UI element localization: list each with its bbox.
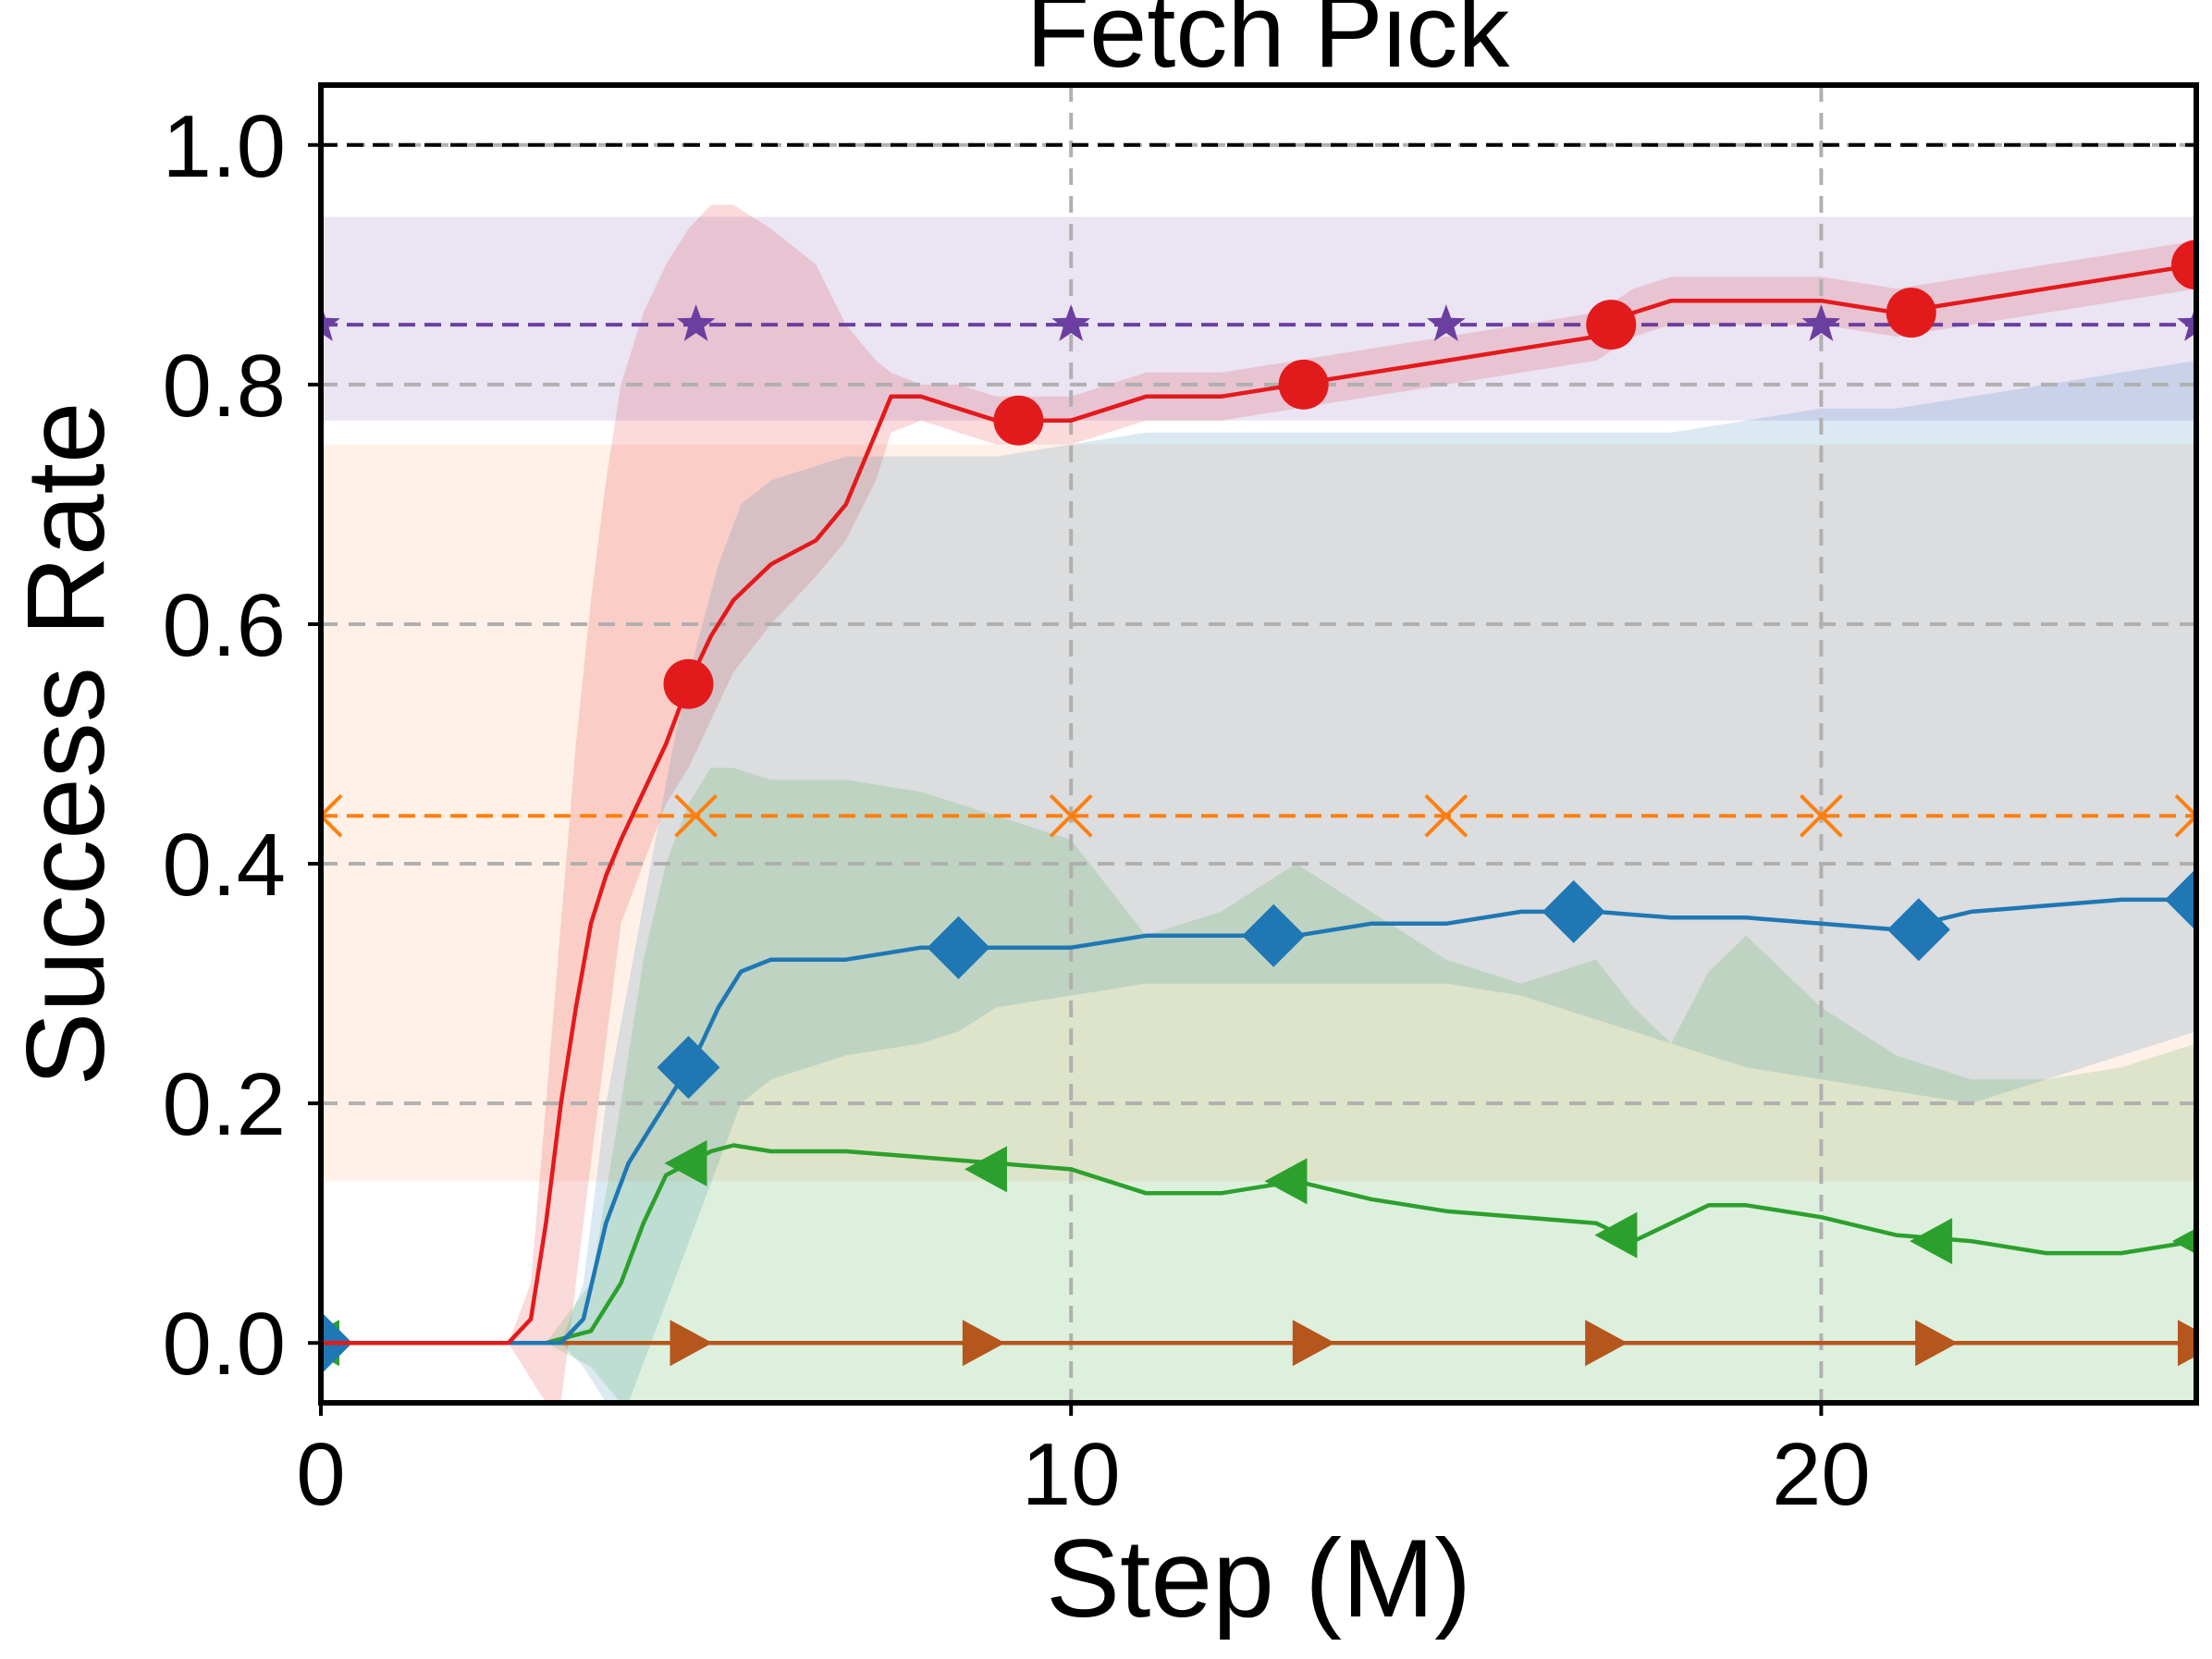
baseline-1-marker-1-b [674,793,719,838]
series-0-marker-2 [1278,359,1329,410]
series-2-marker-5 [1910,1218,1953,1265]
baseline-0-marker-5 [2177,304,2196,341]
series-0-marker-3 [1586,300,1637,350]
series-3-marker-6 [2178,1320,2196,1367]
series-3-marker-1 [670,1320,713,1367]
series-0-line [321,263,2196,1346]
baseline-1-marker-2 [1049,793,1093,838]
x-tick-label-0: 0 [296,1425,345,1524]
baseline-1-marker-0-b [321,793,343,819]
baseline-0-marker-3 [1426,304,1466,341]
series-0-marker-4 [1886,288,1936,338]
baseline-band-0 [321,216,2196,421]
baseline-1-marker-4 [1799,793,1843,838]
y-tick-label-3: 0.6 [163,576,286,675]
x-tick-label-1: 10 [1022,1425,1121,1524]
series-1-marker-4 [1542,879,1605,943]
baseline-1-marker-1 [674,793,719,838]
baseline-1-marker-0 [321,793,343,838]
baseline-0-marker-0 [321,304,340,341]
series-0-band [321,204,2196,1403]
series-2-band [321,768,2196,1403]
series-1-marker-1 [657,1036,720,1100]
baseline-0-marker-4 [1801,304,1841,341]
series-1-marker-2 [927,916,990,979]
baseline-1-marker-5 [2174,793,2196,838]
series-3-marker-4 [1585,1320,1628,1367]
baseline-1-marker-4-b [1799,793,1843,838]
series-3-marker-5 [1915,1320,1959,1367]
series-1-marker-3 [1242,903,1306,967]
baseline-1-marker-0-a [321,813,343,838]
x-axis-title: Step (M) [1046,1517,1471,1641]
baseline-1-marker-2-b [1049,793,1093,838]
series-1-line [321,897,2196,1346]
baseline-0-marker-2 [1051,304,1091,341]
baseline-1-marker-3 [1424,793,1469,838]
plot-frame [318,82,2199,1406]
baseline-1-marker-5-a [2174,793,2196,819]
series-3-marker-2 [962,1320,1005,1367]
y-axis-title: Success Rate [4,401,128,1086]
series-2-marker-1 [664,1139,707,1186]
chart-title: Fetch Pick [1026,0,1511,89]
series-0-marker-5 [2171,240,2196,290]
series-0-marker-0 [663,658,714,709]
series-1-marker-5 [1886,898,1950,962]
series-2-marker-6 [2172,1227,2196,1255]
series-1-marker-6 [2165,867,2196,931]
y-tick-label-1: 0.2 [163,1055,286,1154]
series-3-marker-3 [1292,1320,1335,1367]
series-1-band [321,361,2196,1403]
y-tick-label-2: 0.4 [163,816,286,915]
series-2-line [321,1143,2196,1346]
y-tick-label-5: 1.0 [163,97,286,196]
series-2-marker-2 [964,1146,1007,1193]
series-2-marker-4 [1594,1211,1638,1259]
series-2-marker-3 [1264,1158,1308,1205]
baseline-0-marker-1 [676,304,716,341]
baseline-1-marker-3-b [1424,793,1469,838]
baseline-1-marker-5-b [2174,813,2196,838]
x-tick-label-2: 20 [1772,1425,1871,1524]
y-tick-label-0: 0.0 [163,1295,286,1394]
series-0-marker-1 [993,395,1044,446]
y-tick-label-4: 0.8 [163,337,286,436]
